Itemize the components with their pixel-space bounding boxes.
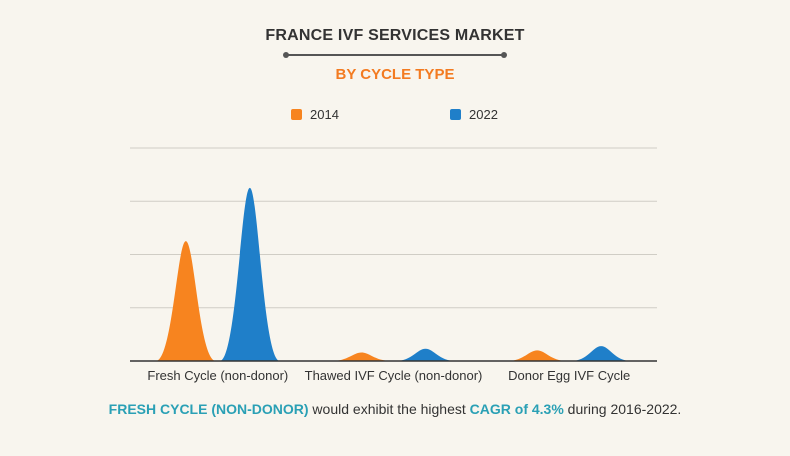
legend-swatch-2014: [291, 109, 302, 120]
peak-2022-1: [219, 187, 280, 361]
legend-item-2022: 2022: [450, 107, 498, 122]
footnote-text-1: would exhibit the highest: [308, 401, 470, 417]
legend-swatch-2022: [450, 109, 461, 120]
footnote: FRESH CYCLE (NON-DONOR) would exhibit th…: [0, 401, 790, 417]
chart-subtitle: BY CYCLE TYPE: [335, 66, 455, 83]
footnote-highlight-category: FRESH CYCLE (NON-DONOR): [108, 401, 309, 417]
peak-2022-2: [395, 348, 456, 361]
peak-2014-3: [507, 350, 568, 361]
legend-label-2022: 2022: [469, 107, 498, 122]
footnote-text-2: during 2016-2022.: [563, 401, 682, 417]
peak-2014-2: [331, 352, 392, 361]
peak-2022-3: [571, 346, 632, 361]
legend-item-2014: 2014: [291, 107, 339, 122]
x-tick-label: Thawed IVF Cycle (non-donor): [305, 368, 483, 383]
x-tick-label: Donor Egg IVF Cycle: [508, 368, 630, 383]
x-tick-label: Fresh Cycle (non-donor): [147, 368, 288, 383]
footnote-highlight-cagr: CAGR of 4.3%: [469, 401, 564, 417]
peak-2014-1: [155, 241, 216, 361]
chart-title: FRANCE IVF SERVICES MARKET: [265, 27, 525, 44]
legend-label-2014: 2014: [310, 107, 339, 122]
title-divider: [283, 52, 507, 58]
